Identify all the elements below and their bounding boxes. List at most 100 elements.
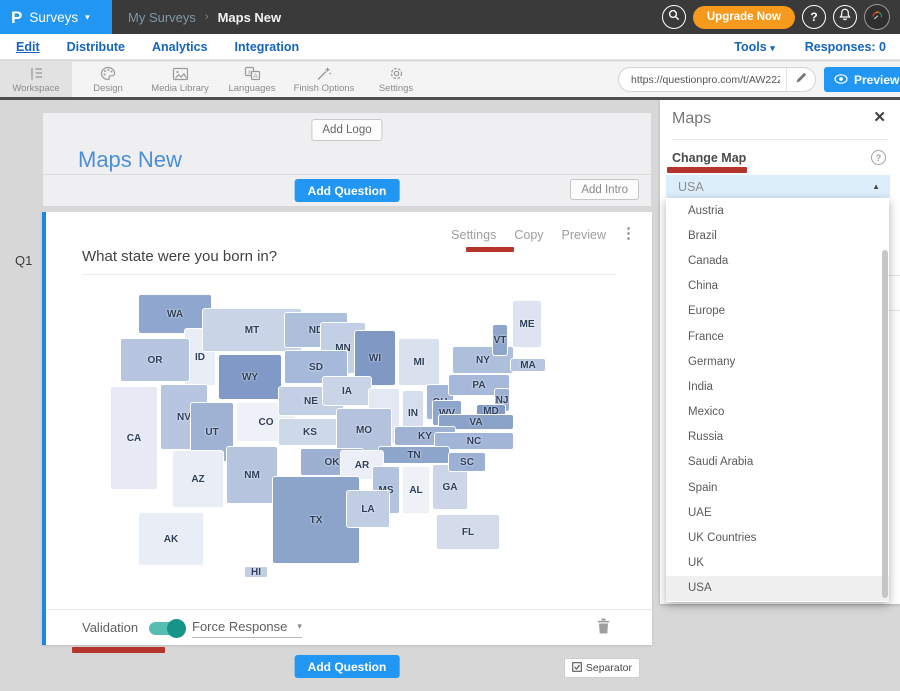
- trash-icon: [597, 618, 610, 638]
- question-settings-link[interactable]: Settings: [451, 228, 497, 242]
- map-option-saudi-arabia[interactable]: Saudi Arabia: [688, 456, 754, 469]
- map-option-uae[interactable]: UAE: [688, 506, 712, 519]
- checkbox-checked-icon: [572, 661, 582, 675]
- map-state-KS[interactable]: KS: [278, 418, 342, 446]
- preview-button[interactable]: Preview: [824, 67, 900, 92]
- add-intro-button[interactable]: Add Intro: [570, 179, 639, 200]
- map-option-germany[interactable]: Germany: [688, 355, 736, 368]
- map-select-value: USA: [678, 179, 704, 194]
- breadcrumb-my-surveys[interactable]: My Surveys: [128, 9, 196, 25]
- responses-count[interactable]: Responses: 0: [804, 39, 886, 54]
- panel-section-divider: [889, 310, 900, 311]
- question-copy-link[interactable]: Copy: [514, 228, 544, 242]
- preview-button-label: Preview: [854, 72, 900, 87]
- force-response-dropdown[interactable]: Force Response ▾: [192, 619, 302, 638]
- map-state-SC[interactable]: SC: [448, 452, 486, 472]
- tab-integration[interactable]: Integration: [234, 39, 300, 54]
- edit-link-button[interactable]: [786, 68, 815, 91]
- map-option-spain[interactable]: Spain: [688, 481, 718, 494]
- map-state-NM[interactable]: NM: [226, 446, 278, 504]
- map-option-india[interactable]: India: [688, 380, 713, 393]
- toolbar-workspace[interactable]: Workspace: [0, 62, 72, 98]
- map-state-MA[interactable]: MA: [510, 358, 546, 372]
- upgrade-now-button[interactable]: Upgrade Now: [692, 5, 795, 29]
- separator-toggle[interactable]: Separator: [563, 658, 640, 678]
- map-option-uk-countries[interactable]: UK Countries: [688, 532, 757, 545]
- pencil-icon: [795, 71, 807, 89]
- toolbar-settings[interactable]: Settings: [360, 62, 432, 98]
- panel-section-divider: [889, 275, 900, 276]
- map-state-FL[interactable]: FL: [436, 514, 500, 550]
- tab-distribute[interactable]: Distribute: [66, 39, 125, 54]
- tab-edit[interactable]: Edit: [16, 39, 40, 54]
- map-state-ME[interactable]: ME: [512, 300, 542, 348]
- map-option-brazil[interactable]: Brazil: [688, 229, 717, 242]
- map-state-IA[interactable]: IA: [322, 376, 372, 406]
- questionpro-logo-icon: P: [11, 7, 23, 27]
- survey-title[interactable]: Maps New: [78, 147, 182, 172]
- kebab-menu-icon[interactable]: ⋮: [621, 225, 636, 242]
- map-option-canada[interactable]: Canada: [688, 254, 729, 267]
- map-state-TN[interactable]: TN: [378, 446, 450, 464]
- map-state-label: MO: [355, 424, 373, 436]
- map-state-label: AZ: [191, 473, 205, 485]
- map-state-label: IN: [408, 407, 418, 419]
- map-state-label: LA: [361, 503, 375, 515]
- add-question-button-top[interactable]: Add Question: [294, 179, 400, 202]
- map-state-OR[interactable]: OR: [120, 338, 190, 382]
- map-option-austria[interactable]: Austria: [688, 204, 724, 217]
- close-icon[interactable]: ✕: [873, 109, 886, 126]
- add-logo-button[interactable]: Add Logo: [311, 119, 383, 141]
- map-select[interactable]: USA ▲: [666, 175, 890, 198]
- add-question-button-bottom[interactable]: Add Question: [294, 655, 400, 678]
- map-option-russia[interactable]: Russia: [688, 431, 724, 444]
- map-state-label: KS: [303, 426, 317, 438]
- map-option-uk[interactable]: UK: [688, 557, 704, 570]
- map-state-label: ID: [195, 351, 205, 363]
- map-state-HI[interactable]: HI: [244, 566, 268, 578]
- map-option-france[interactable]: France: [688, 330, 724, 343]
- map-option-europe[interactable]: Europe: [688, 305, 726, 318]
- tools-menu[interactable]: Tools ▾: [734, 39, 775, 54]
- map-state-AL[interactable]: AL: [402, 466, 430, 514]
- map-state-MO[interactable]: MO: [336, 408, 392, 452]
- map-state-AZ[interactable]: AZ: [172, 450, 224, 508]
- map-state-WA[interactable]: WA: [138, 294, 212, 334]
- toolbar-design[interactable]: Design: [72, 62, 144, 98]
- toolbar-finish-options[interactable]: Finish Options: [288, 62, 360, 98]
- map-state-label: MI: [413, 356, 425, 368]
- map-option-mexico[interactable]: Mexico: [688, 406, 725, 419]
- delete-question-button[interactable]: [597, 618, 610, 639]
- question-title[interactable]: What state were you born in?: [82, 248, 278, 265]
- dropdown-scrollbar[interactable]: [882, 250, 888, 598]
- panel-title: Maps: [672, 110, 712, 127]
- annotation-underline-change-map: [667, 167, 747, 173]
- help-circle-icon[interactable]: ?: [871, 150, 886, 165]
- map-state-NC[interactable]: NC: [434, 432, 514, 450]
- map-option-china[interactable]: China: [688, 280, 719, 293]
- map-state-label: SC: [460, 456, 474, 468]
- toolbar-design-label: Design: [93, 83, 123, 94]
- notifications-button[interactable]: [833, 5, 857, 29]
- help-button[interactable]: ?: [802, 5, 826, 29]
- surveys-menu[interactable]: P Surveys ▾: [0, 0, 112, 34]
- map-state-VT[interactable]: VT: [492, 324, 508, 356]
- user-avatar[interactable]: [864, 4, 890, 30]
- map-state-VA[interactable]: VA: [438, 414, 514, 430]
- tab-analytics[interactable]: Analytics: [151, 39, 208, 54]
- map-state-label: NE: [304, 395, 318, 407]
- question-preview-link[interactable]: Preview: [561, 228, 606, 242]
- toolbar-media-library[interactable]: Media Library: [144, 62, 216, 98]
- search-button[interactable]: [661, 5, 686, 29]
- map-state-AK[interactable]: AK: [138, 512, 204, 566]
- map-state-LA[interactable]: LA: [346, 490, 390, 528]
- surveys-menu-label: Surveys: [29, 9, 79, 25]
- map-state-CA[interactable]: CA: [110, 386, 158, 490]
- map-state-WY[interactable]: WY: [218, 354, 282, 400]
- map-state-MI[interactable]: MI: [398, 338, 440, 386]
- survey-link-input[interactable]: [619, 73, 786, 86]
- validation-toggle[interactable]: [149, 619, 186, 638]
- map-option-usa[interactable]: USA: [666, 575, 889, 601]
